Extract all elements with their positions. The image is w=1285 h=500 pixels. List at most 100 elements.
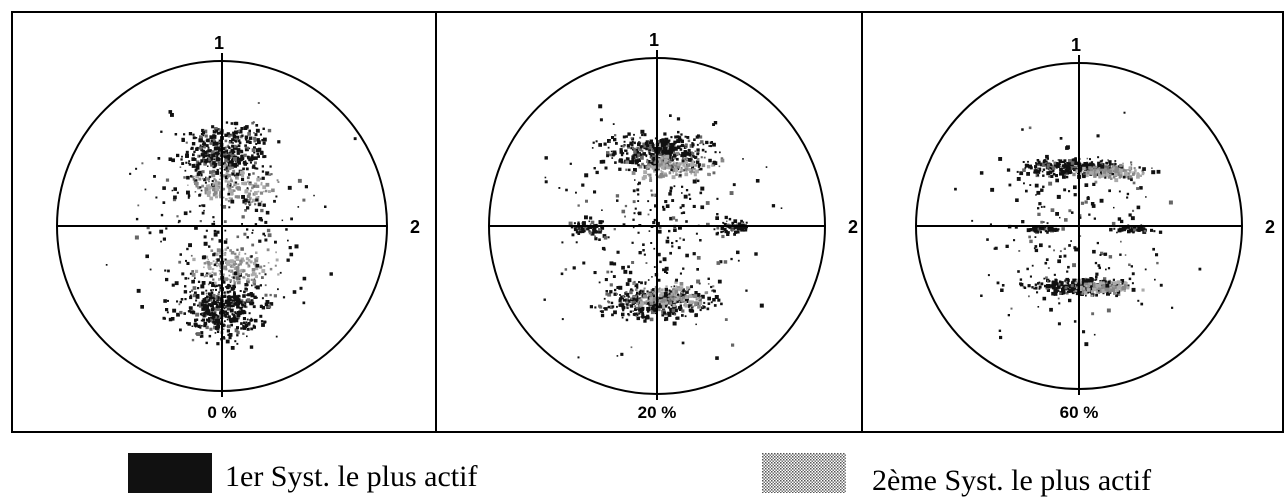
pole-point	[189, 210, 192, 213]
pole-point	[234, 340, 237, 343]
pole-point	[1073, 290, 1075, 293]
pole-point	[584, 215, 588, 220]
pole-point	[226, 246, 229, 249]
pole-point	[212, 165, 216, 169]
pole-point	[687, 139, 691, 143]
pole-point	[201, 131, 205, 135]
legend-swatch-grey	[762, 453, 846, 493]
pole-point	[677, 246, 681, 250]
pole-point	[663, 298, 667, 303]
pole-point	[1085, 165, 1088, 168]
pole-point	[1098, 290, 1100, 292]
pole-point	[195, 137, 198, 139]
pole-point	[613, 292, 617, 296]
pole-point	[1040, 282, 1044, 286]
pole-point	[216, 342, 220, 346]
pole-point	[211, 180, 214, 183]
pole-point	[603, 297, 606, 300]
pole-point	[647, 310, 649, 313]
pole-point	[192, 257, 196, 262]
pole-point	[1079, 172, 1082, 175]
pole-point	[1122, 175, 1126, 179]
pole-point	[683, 304, 686, 307]
pole-point	[214, 179, 217, 182]
pole-point	[1037, 306, 1040, 308]
pole-point	[188, 132, 193, 136]
pole-point	[1136, 205, 1141, 210]
pole-point	[218, 128, 221, 131]
pole-point	[694, 150, 697, 153]
pole-point	[262, 137, 267, 142]
pole-point	[1083, 291, 1088, 295]
pole-point	[261, 170, 265, 173]
pole-point	[575, 241, 578, 244]
pole-point	[1071, 211, 1074, 214]
pole-point	[232, 131, 235, 134]
pole-point	[611, 157, 614, 159]
pole-point	[1098, 287, 1101, 291]
pole-point	[248, 202, 252, 206]
pole-point	[255, 196, 259, 200]
pole-point	[268, 173, 272, 176]
pole-point	[694, 291, 698, 295]
pole-point	[685, 220, 688, 223]
pole-point	[259, 314, 263, 318]
pole-point	[248, 182, 252, 186]
pole-point	[221, 151, 226, 156]
pole-point	[672, 306, 675, 309]
pole-point	[1099, 198, 1104, 203]
pole-point	[633, 141, 636, 145]
pole-point	[262, 127, 265, 130]
pole-point	[194, 168, 198, 172]
pole-point	[1095, 283, 1099, 288]
pole-point	[649, 139, 653, 143]
pole-point	[216, 322, 220, 326]
pole-point	[217, 152, 220, 154]
pole-point	[1035, 194, 1037, 196]
pole-point	[650, 193, 654, 197]
pole-point	[203, 266, 205, 269]
pole-point	[1127, 169, 1129, 171]
pole-point	[646, 314, 650, 318]
pole-point	[654, 165, 657, 169]
pole-point	[249, 161, 252, 164]
pole-point	[229, 163, 232, 166]
pole-point	[1101, 174, 1105, 178]
pole-point	[216, 298, 219, 302]
pole-point	[216, 132, 220, 135]
pole-point	[684, 294, 687, 297]
pole-point	[673, 146, 676, 149]
pole-point	[664, 270, 667, 273]
pole-point	[601, 220, 604, 223]
pole-point	[199, 326, 202, 329]
pole-point	[216, 248, 221, 253]
pole-point	[544, 176, 547, 179]
pole-point	[1061, 171, 1066, 176]
pole-point	[1063, 254, 1067, 258]
pole-point	[595, 140, 598, 143]
pole-point	[582, 221, 586, 225]
pole-point	[1105, 283, 1110, 288]
pole-point	[589, 216, 593, 220]
pole-point	[724, 215, 728, 220]
pole-point	[1068, 190, 1071, 193]
pole-point	[248, 173, 251, 176]
pole-point	[255, 124, 259, 127]
pole-point	[699, 167, 703, 171]
pole-point	[592, 229, 596, 232]
pole-point	[600, 313, 605, 318]
pole-point	[208, 334, 212, 338]
pole-point	[754, 252, 758, 256]
pole-point	[1057, 289, 1060, 292]
pole-point	[666, 150, 669, 154]
pole-point	[241, 182, 245, 186]
pole-point	[697, 305, 701, 309]
pole-point	[684, 304, 689, 308]
pole-point	[633, 153, 638, 157]
pole-point	[609, 305, 614, 309]
pole-point	[593, 190, 597, 194]
pole-point	[1050, 208, 1055, 212]
pole-point	[641, 162, 644, 166]
pole-point	[1131, 173, 1135, 176]
pole-point	[1056, 286, 1059, 290]
